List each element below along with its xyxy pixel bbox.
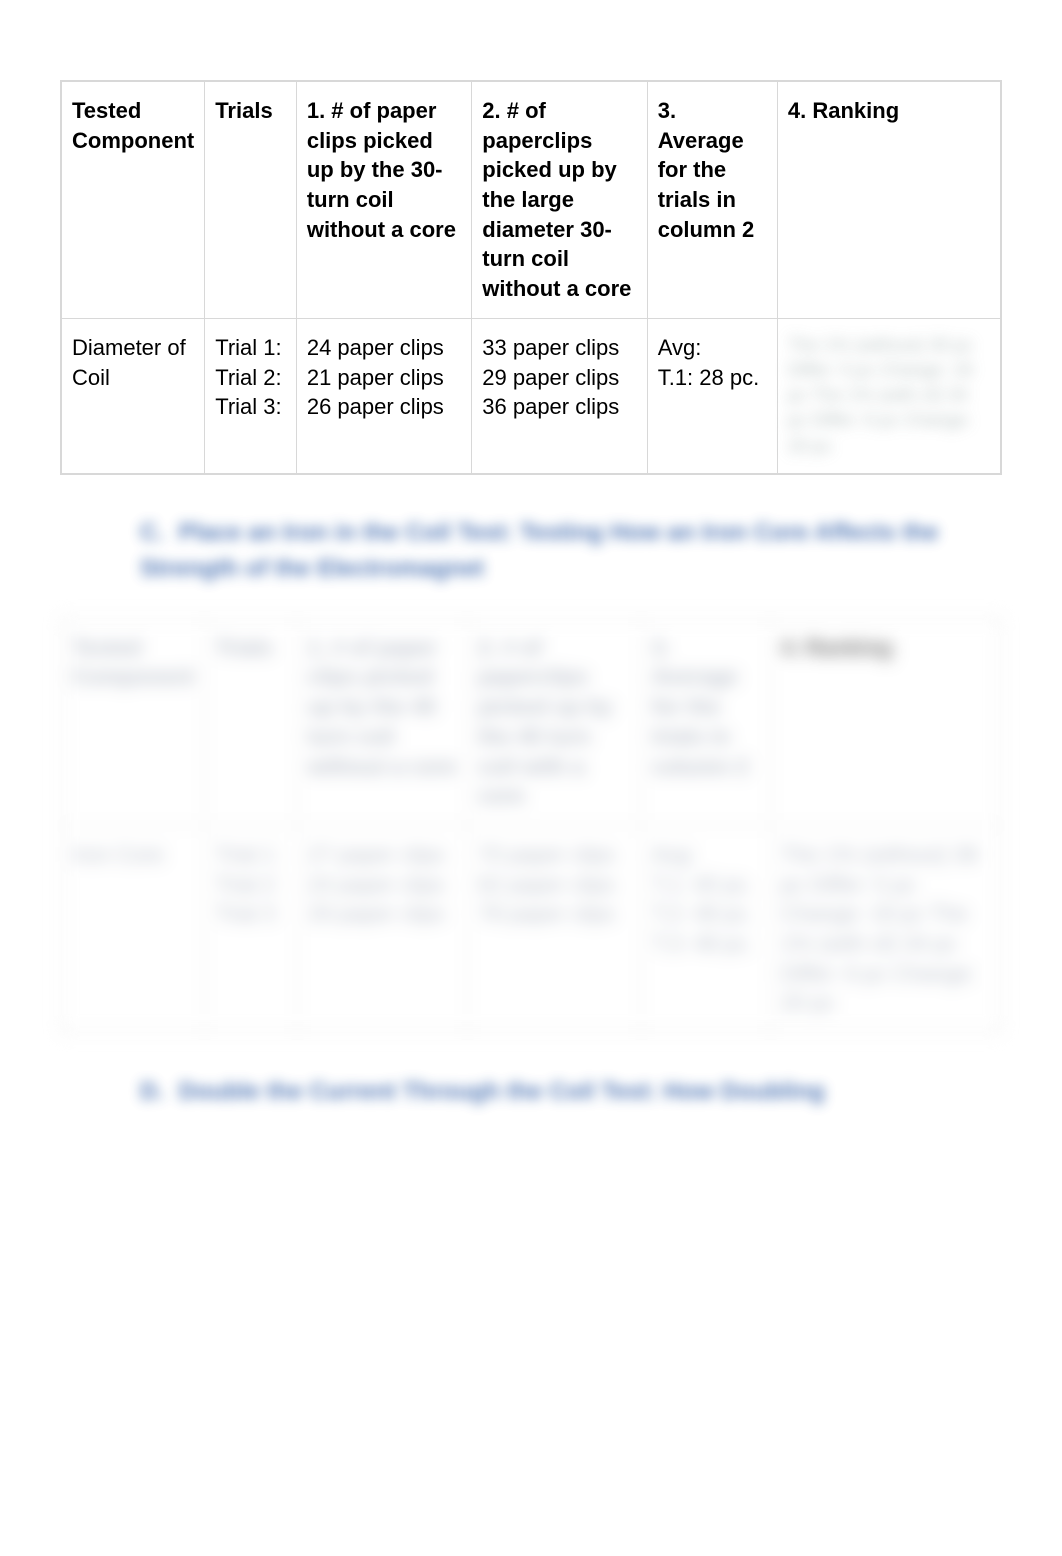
- section-text: Place an Iron in the Coil Test: Testing …: [140, 519, 938, 582]
- th-c2: 2. # of paperclips picked up by the larg…: [472, 81, 647, 318]
- th-c2: 2. # of paperclips picked up by the 40 t…: [468, 618, 642, 826]
- cell-c1: 27 paper clips 24 paper clips 29 paper c…: [297, 825, 468, 1033]
- c2-value: 36 paper clips: [482, 392, 636, 422]
- th-tested: Tested Component: [61, 618, 205, 826]
- c1-value: 21 paper clips: [307, 363, 461, 393]
- c1-value: 24 paper clips: [308, 870, 458, 900]
- cell-rank: The 1% (without) 30 pc Differ: 5 pc Chan…: [777, 318, 1001, 473]
- section-heading-c: C. Place an Iron in the Coil Test: Testi…: [140, 515, 1002, 587]
- trial-label: Trial 2:: [215, 363, 286, 393]
- table-header-row: Tested Component Trials 1. # of paper cl…: [61, 81, 1001, 318]
- th-rank: 4. Ranking: [777, 81, 1001, 318]
- avg-value: T.1: 28 pc.: [658, 363, 767, 393]
- table-iron-core-region: Tested Component Trials 1. # of paper cl…: [60, 617, 1002, 1034]
- section-num: C.: [140, 515, 164, 551]
- cell-trials: Trial 1: Trial 2: Trial 3:: [205, 318, 297, 473]
- cell-tested: Diameter of Coil: [61, 318, 205, 473]
- c2-value: 29 paper clips: [482, 363, 636, 393]
- cell-trials: Trial 1 Trial 2 Trial 3: [205, 825, 297, 1033]
- table-diameter: Tested Component Trials 1. # of paper cl…: [60, 80, 1002, 475]
- c1-value: 29 paper clips: [308, 899, 458, 929]
- section-num: D.: [140, 1074, 164, 1110]
- section-heading-d: D. Double the Current Through the Coil T…: [140, 1074, 1002, 1110]
- cell-avg: Avg: T.1: 28 pc.: [647, 318, 777, 473]
- page-content: Tested Component Trials 1. # of paper cl…: [60, 80, 1002, 1110]
- c1-value: 27 paper clips: [308, 840, 458, 870]
- th-trials: Trials: [205, 618, 297, 826]
- th-tested: Tested Component: [61, 81, 205, 318]
- trial-label: Trial 3: [215, 899, 286, 929]
- rank-blurred: The 1% (without) 38 pc Differ: 5 pc Chan…: [781, 840, 990, 1018]
- avg-label: Avg:: [652, 840, 760, 870]
- cell-avg: Avg: T.1: 40 pc. T.2: 48 pc. T.3: 48 pc.: [641, 825, 770, 1033]
- th-avg: 3. Average for the trials in column 2: [647, 81, 777, 318]
- c2-value: 78 paper clips: [478, 899, 631, 929]
- trial-label: Trial 3:: [215, 392, 286, 422]
- table-row: Diameter of Coil Trial 1: Trial 2: Trial…: [61, 318, 1001, 473]
- cell-rank: The 1% (without) 38 pc Differ: 5 pc Chan…: [770, 825, 1001, 1033]
- c2-value: 70 paper clips: [478, 840, 631, 870]
- th-rank: 4. Ranking: [770, 618, 1001, 826]
- th-trials: Trials: [205, 81, 297, 318]
- c2-value: 62 paper clips: [478, 870, 631, 900]
- section-text: Double the Current Through the Coil Test…: [179, 1078, 825, 1105]
- trial-label: Trial 1: [215, 840, 286, 870]
- avg-value: T.3: 48 pc.: [652, 929, 760, 959]
- c2-value: 33 paper clips: [482, 333, 636, 363]
- cell-tested: Iron Core: [61, 825, 205, 1033]
- avg-value: T.1: 40 pc.: [652, 870, 760, 900]
- avg-value: T.2: 48 pc.: [652, 899, 760, 929]
- rank-blurred: The 1% (without) 30 pc Differ: 5 pc Chan…: [788, 333, 990, 459]
- cell-c2: 33 paper clips 29 paper clips 36 paper c…: [472, 318, 647, 473]
- th-c1: 1. # of paper clips picked up by the 30-…: [296, 81, 471, 318]
- cell-c1: 24 paper clips 21 paper clips 26 paper c…: [296, 318, 471, 473]
- table-iron-core: Tested Component Trials 1. # of paper cl…: [60, 617, 1002, 1034]
- table-row: Iron Core Trial 1 Trial 2 Trial 3 27 pap…: [61, 825, 1001, 1033]
- th-avg: 3. Average for the trials in column 2: [641, 618, 770, 826]
- trial-label: Trial 2: [215, 870, 286, 900]
- avg-label: Avg:: [658, 333, 767, 363]
- c1-value: 24 paper clips: [307, 333, 461, 363]
- c1-value: 26 paper clips: [307, 392, 461, 422]
- table-header-row: Tested Component Trials 1. # of paper cl…: [61, 618, 1001, 826]
- th-c1: 1. # of paper clips picked up by the 40 …: [297, 618, 468, 826]
- cell-c2: 70 paper clips 62 paper clips 78 paper c…: [468, 825, 642, 1033]
- trial-label: Trial 1:: [215, 333, 286, 363]
